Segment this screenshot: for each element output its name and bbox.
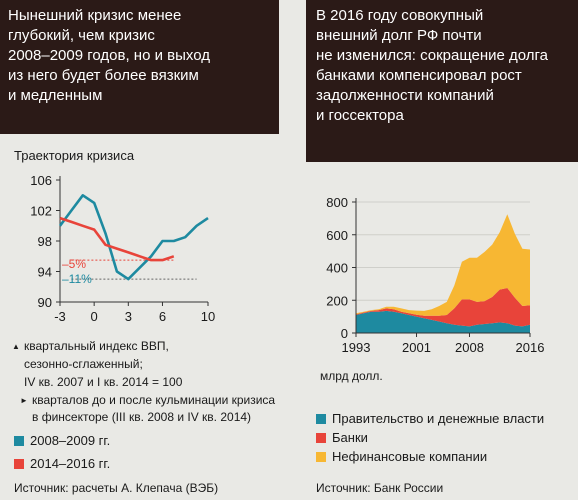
x-tick-label: -3 <box>54 309 66 324</box>
left-header-line: из него будет более вязким <box>8 67 199 84</box>
left-header-line: и медленным <box>8 87 103 104</box>
y-tick-label: 106 <box>30 173 52 188</box>
y-tick-label: 0 <box>341 326 348 341</box>
left-header-line: глубокий, чем кризис <box>8 27 155 44</box>
index-note-line: квартальный индекс ВВП, <box>24 339 169 353</box>
x-tick-label: 3 <box>125 309 132 324</box>
quarters-note-line: в финсекторе (III кв. 2008 и IV кв. 2014… <box>32 410 252 424</box>
legend-label-companies: Нефинансовые компании <box>332 449 488 464</box>
y-tick-label: 102 <box>30 204 52 219</box>
x-tick-label: 10 <box>201 309 215 324</box>
right-header-line: В 2016 году совокупный <box>316 7 484 24</box>
area-series <box>356 288 530 327</box>
left-header-line: 2008–2009 годов, но и выход <box>8 47 210 64</box>
index-marker-icon: ▲ <box>12 342 20 351</box>
x-tick-label: 6 <box>159 309 166 324</box>
right-header-line: и госсектора <box>316 107 404 124</box>
unit-label: млрд долл. <box>320 369 383 383</box>
legend-swatch-2014 <box>14 459 24 469</box>
legend-swatch-companies <box>316 452 326 462</box>
left-header-line: Нынешний кризис менее <box>8 7 182 24</box>
area-series <box>356 310 530 333</box>
legend-label-banks: Банки <box>332 430 368 445</box>
x-tick-label: 2016 <box>516 340 545 355</box>
series-line <box>59 216 175 262</box>
x-tick-label: 1993 <box>342 340 371 355</box>
right-source: Источник: Банк России <box>316 481 444 495</box>
left-header: Нынешний кризис менее глубокий, чем криз… <box>0 0 279 134</box>
right-header-line: задолженности компаний <box>316 87 494 104</box>
annotation-label: –11% <box>62 272 92 286</box>
quarters-marker-icon: ► <box>20 396 28 405</box>
left-chart-subtitle: Траектория кризиса <box>14 148 135 163</box>
y-tick-label: 98 <box>38 234 52 249</box>
legend-swatch-2008 <box>14 436 24 446</box>
annotation-label: –5% <box>62 257 86 271</box>
area-series <box>356 214 530 316</box>
right-header-line: внешний долг РФ почти <box>316 27 482 44</box>
legend-label-government: Правительство и денежные власти <box>332 411 545 426</box>
y-tick-label: 400 <box>326 261 348 276</box>
y-tick-label: 94 <box>38 265 52 280</box>
index-note-line: сезонно-сглаженный; <box>24 357 143 371</box>
legend-label-2014: 2014–2016 гг. <box>30 456 111 471</box>
external-debt-chart: 0 200 400 600 800 1993 2001 2008 2016 <box>326 195 545 355</box>
y-tick-label: 800 <box>326 195 348 210</box>
gdp-trajectory-chart: 90 94 98 102 106 -3 0 3 6 10 –5%–11% <box>30 173 215 324</box>
right-header-line: не изменился: сокращение долга <box>316 47 549 64</box>
x-tick-label: 0 <box>91 309 98 324</box>
left-source: Источник: расчеты А. Клепача (ВЭБ) <box>14 481 219 495</box>
index-note-line: IV кв. 2007 и I кв. 2014 = 100 <box>24 375 183 389</box>
right-header: В 2016 году совокупный внешний долг РФ п… <box>306 0 578 162</box>
legend-swatch-banks <box>316 433 326 443</box>
right-header-line: банками компенсировал рост <box>316 67 522 84</box>
legend-label-2008: 2008–2009 гг. <box>30 433 111 448</box>
series-line <box>58 194 209 281</box>
y-tick-label: 200 <box>326 293 348 308</box>
x-tick-label: 2008 <box>455 340 484 355</box>
y-tick-label: 90 <box>38 295 52 310</box>
legend-swatch-government <box>316 414 326 424</box>
x-tick-label: 2001 <box>402 340 431 355</box>
y-tick-label: 600 <box>326 228 348 243</box>
quarters-note-line: кварталов до и после кульминации кризиса <box>32 393 276 407</box>
